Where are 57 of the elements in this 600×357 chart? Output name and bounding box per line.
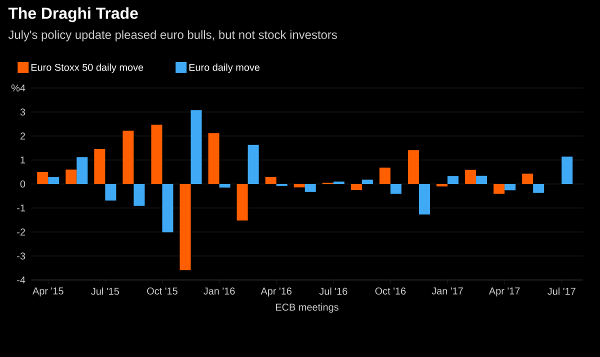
x-tick-label: Apr '16 — [260, 288, 292, 297]
bar — [37, 172, 48, 184]
bar — [208, 133, 220, 184]
x-tick-label: Apr '17 — [488, 288, 520, 296]
bar — [248, 144, 259, 184]
bar — [236, 184, 248, 220]
bar — [448, 176, 459, 184]
bar — [533, 184, 544, 193]
bar — [294, 184, 305, 188]
bar — [105, 184, 116, 201]
x-tick-label: Oct '15 — [147, 288, 178, 295]
bar — [180, 184, 191, 270]
y-tick-label: 0 — [20, 180, 26, 188]
y-tick-label: -2 — [17, 228, 25, 236]
bar — [494, 184, 505, 194]
bar — [504, 184, 516, 190]
x-tick-label: Oct '16 — [375, 288, 406, 295]
y-tick-label: 1 — [20, 156, 26, 164]
chart-title: The Draghi Trade — [8, 7, 138, 22]
bar — [94, 148, 106, 184]
x-tick-label: Apr '15 — [32, 288, 64, 296]
bar — [265, 177, 276, 184]
x-tick-label: Jul '17 — [548, 288, 576, 295]
y-tick-label: 2 — [20, 132, 25, 140]
y-tick-label: -1 — [17, 204, 26, 212]
y-tick-label: -3 — [17, 252, 26, 260]
bar — [350, 184, 362, 190]
bar — [304, 184, 316, 192]
x-tick-label: Jan '16 — [204, 288, 235, 295]
y-tick-label: -4 — [17, 276, 26, 284]
bar — [362, 180, 373, 184]
chart-subtitle: July's policy update pleased euro bulls, but not stock investors — [8, 30, 337, 42]
bar — [66, 170, 77, 184]
x-tick-label: Jul '16 — [319, 288, 348, 295]
bar — [76, 157, 88, 184]
bar — [219, 184, 230, 188]
bar — [190, 110, 202, 184]
legend-label: Euro daily move — [189, 64, 260, 73]
bar — [408, 150, 419, 184]
bar — [476, 176, 488, 184]
bar — [522, 174, 534, 184]
y-tick-label: %4 — [11, 84, 26, 92]
bar — [151, 124, 162, 184]
x-axis-title: ECB meetings — [276, 303, 338, 313]
y-tick-label: 3 — [20, 108, 26, 116]
bar — [134, 184, 145, 206]
x-tick-label: Jan '17 — [432, 288, 463, 294]
bar — [48, 177, 60, 184]
bar — [465, 170, 476, 184]
bar — [390, 184, 402, 194]
bar — [162, 184, 174, 232]
bar — [418, 184, 430, 214]
bar — [379, 168, 390, 184]
x-tick-label: Jul '15 — [91, 288, 119, 295]
bar — [122, 130, 134, 184]
bar — [562, 156, 573, 184]
legend-label: Euro Stoxx 50 daily move — [31, 64, 144, 73]
